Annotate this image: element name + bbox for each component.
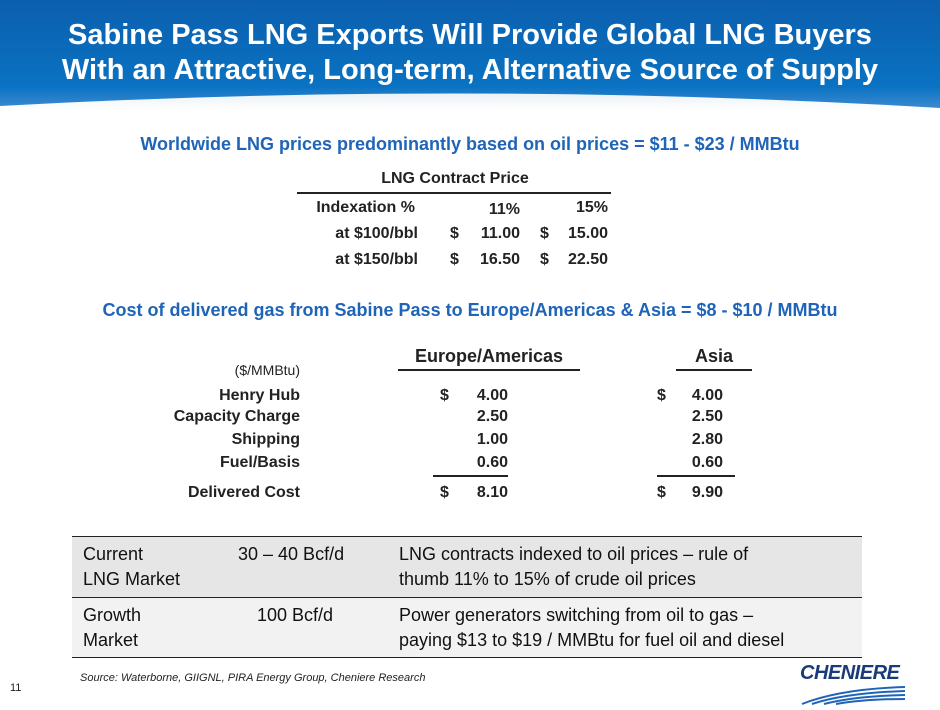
title-line-1: Sabine Pass LNG Exports Will Provide Glo… [68, 19, 872, 51]
cheniere-logo: CHENIERE [800, 662, 910, 710]
cell: 22.50 [567, 251, 608, 268]
currency: $ [450, 225, 459, 242]
cell-asia: 2.80 [691, 431, 723, 448]
delivered-cost-subtitle: Cost of delivered gas from Sabine Pass t… [102, 300, 838, 320]
unit-label: ($/MMBtu) [234, 362, 300, 378]
contract-title: LNG Contract Price [381, 170, 529, 187]
logo-waves-icon [801, 686, 906, 705]
header-indexation: Indexation % [316, 199, 415, 216]
header-11: 11% [488, 201, 520, 218]
currency: $ [540, 251, 549, 268]
cell-europe: 4.00 [476, 387, 508, 404]
row-label: Fuel/Basis [219, 454, 300, 471]
currency: $ [657, 387, 666, 404]
market-name: Growth Market [83, 605, 142, 650]
page-title: Sabine Pass LNG Exports Will Provide Glo… [0, 18, 940, 88]
cell-europe: 2.50 [476, 408, 508, 425]
oil-price-subtitle: Worldwide LNG prices predominantly based… [140, 134, 800, 154]
row-label: Henry Hub [219, 387, 300, 404]
market-name: Current LNG Market [83, 544, 181, 589]
table-row: Current LNG Market 30 – 40 Bcf/d LNG cont… [72, 536, 862, 597]
source-note: Source: Waterborne, GIIGNL, PIRA Energy … [80, 672, 426, 684]
table-row: Growth Market 100 Bcf/d Power generators … [72, 597, 862, 658]
cell-europe: 1.00 [476, 431, 508, 448]
market-description: LNG contracts indexed to oil prices – ru… [399, 544, 749, 589]
cell-asia: 4.00 [691, 387, 723, 404]
market-description: Power generators switching from oil to g… [399, 605, 785, 650]
cell: 16.50 [479, 251, 520, 268]
market-size: 100 Bcf/d [257, 605, 334, 625]
currency: $ [450, 251, 459, 268]
divider [676, 369, 752, 371]
page-number: 11 [10, 682, 22, 694]
divider [657, 475, 735, 477]
title-line-2: With an Attractive, Long-term, Alternati… [61, 54, 879, 86]
total-label: Delivered Cost [187, 484, 300, 501]
total-asia: 9.90 [691, 484, 723, 501]
currency: $ [657, 484, 666, 501]
row-label: at $100/bbl [335, 225, 418, 242]
cell-asia: 0.60 [691, 454, 723, 471]
header-europe: Europe/Americas [414, 346, 564, 366]
divider [297, 192, 611, 194]
header-asia: Asia [694, 346, 734, 366]
currency: $ [440, 387, 449, 404]
total-europe: 8.10 [476, 484, 508, 501]
currency: $ [440, 484, 449, 501]
banner-background [0, 0, 940, 110]
divider [433, 475, 508, 477]
header-15: 15% [575, 199, 608, 216]
row-label: Shipping [231, 431, 300, 448]
cell-europe: 0.60 [476, 454, 508, 471]
logo-text: CHENIERE [800, 662, 900, 684]
row-label: Capacity Charge [173, 408, 300, 425]
market-table: Current LNG Market 30 – 40 Bcf/d LNG cont… [72, 536, 862, 658]
cell-asia: 2.50 [691, 408, 723, 425]
divider [398, 369, 580, 371]
cell: 15.00 [567, 225, 608, 242]
market-size: 30 – 40 Bcf/d [238, 544, 345, 564]
header-banner [0, 0, 940, 110]
cell: 11.00 [480, 225, 520, 242]
currency: $ [540, 225, 549, 242]
row-label: at $150/bbl [335, 251, 418, 268]
